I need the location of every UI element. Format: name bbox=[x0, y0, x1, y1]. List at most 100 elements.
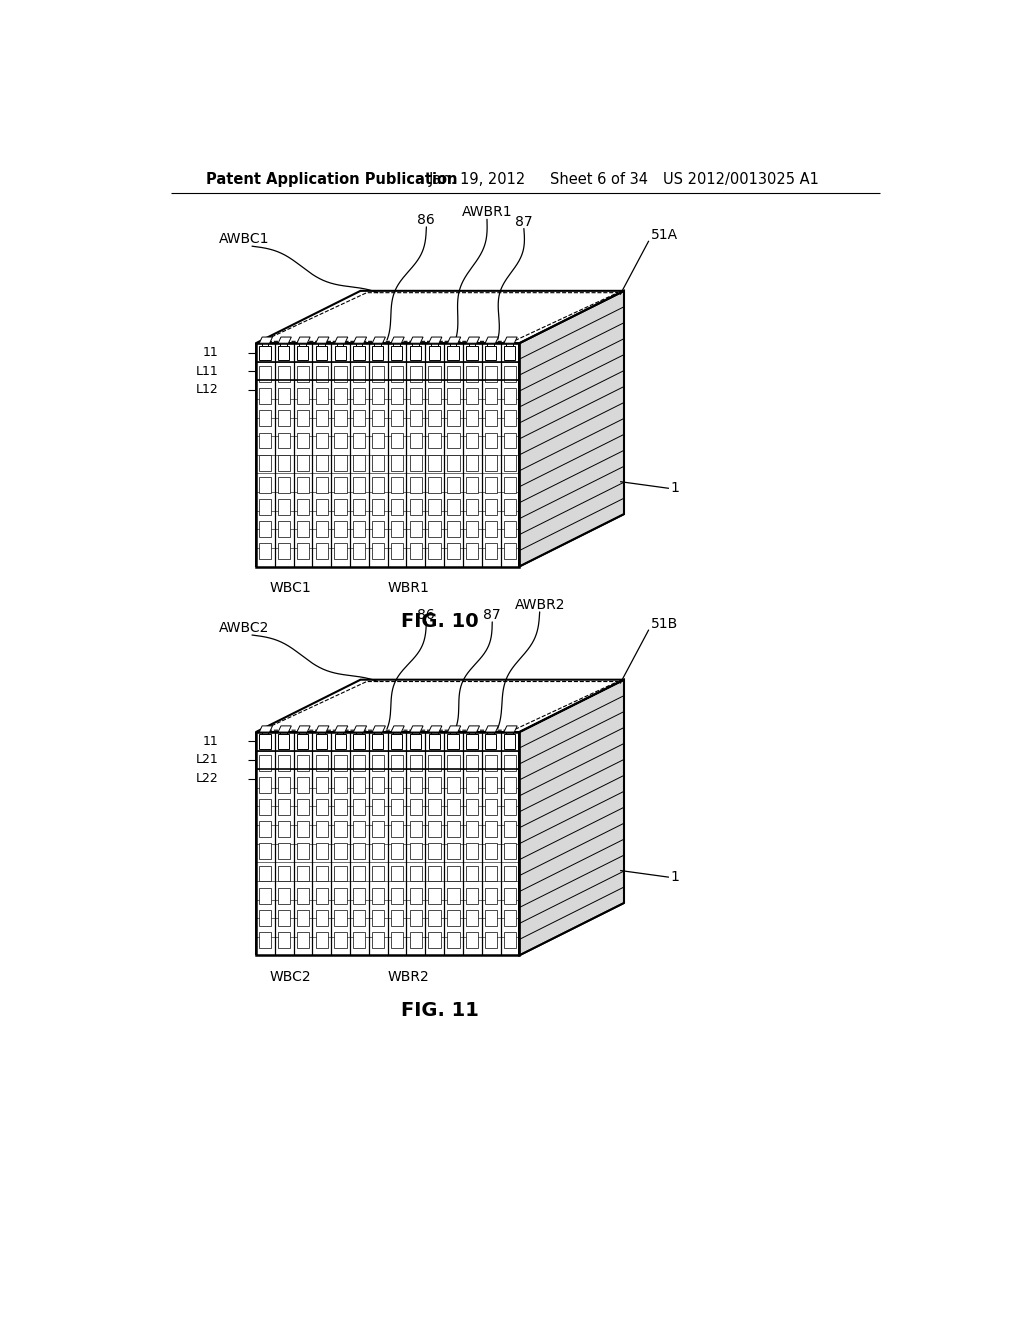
Bar bbox=[428, 388, 440, 404]
Bar bbox=[485, 388, 498, 404]
Bar bbox=[335, 521, 346, 537]
Bar bbox=[372, 866, 384, 882]
Polygon shape bbox=[353, 726, 367, 733]
Bar bbox=[504, 388, 516, 404]
Bar bbox=[410, 499, 422, 515]
Bar bbox=[335, 411, 346, 426]
Polygon shape bbox=[447, 726, 461, 733]
Text: WBC1: WBC1 bbox=[270, 581, 311, 595]
Bar bbox=[485, 411, 498, 426]
Bar bbox=[372, 346, 383, 360]
Polygon shape bbox=[256, 680, 624, 733]
Polygon shape bbox=[279, 337, 291, 343]
Bar bbox=[372, 499, 384, 515]
Bar bbox=[428, 932, 440, 948]
Bar bbox=[410, 843, 422, 859]
Polygon shape bbox=[372, 337, 385, 343]
Bar bbox=[410, 821, 422, 837]
Bar bbox=[353, 887, 366, 903]
Bar bbox=[297, 932, 309, 948]
Bar bbox=[315, 433, 328, 449]
Polygon shape bbox=[485, 337, 499, 343]
Bar bbox=[504, 477, 516, 492]
Bar bbox=[353, 843, 366, 859]
Text: AWBR2: AWBR2 bbox=[514, 598, 565, 612]
Text: WBC2: WBC2 bbox=[270, 970, 311, 983]
Bar bbox=[485, 821, 498, 837]
Bar bbox=[315, 477, 328, 492]
Bar bbox=[259, 411, 271, 426]
Bar bbox=[504, 887, 516, 903]
Bar bbox=[428, 843, 440, 859]
Bar bbox=[410, 734, 421, 748]
Bar bbox=[335, 346, 346, 360]
Bar bbox=[428, 454, 440, 470]
Bar bbox=[278, 367, 290, 383]
Bar bbox=[278, 777, 290, 793]
Bar bbox=[485, 843, 498, 859]
Bar bbox=[506, 339, 513, 346]
Bar bbox=[447, 821, 460, 837]
Bar bbox=[466, 367, 478, 383]
Polygon shape bbox=[504, 726, 517, 733]
Bar bbox=[412, 729, 419, 734]
Bar bbox=[259, 887, 271, 903]
Bar bbox=[353, 521, 366, 537]
Bar bbox=[372, 521, 384, 537]
Text: WBR2: WBR2 bbox=[388, 970, 430, 983]
Polygon shape bbox=[391, 337, 404, 343]
Bar bbox=[297, 433, 309, 449]
Text: Jan. 19, 2012: Jan. 19, 2012 bbox=[429, 172, 526, 186]
Bar bbox=[410, 866, 422, 882]
Bar bbox=[299, 729, 306, 734]
Bar bbox=[297, 411, 309, 426]
Bar bbox=[335, 866, 346, 882]
Bar bbox=[410, 777, 422, 793]
Bar bbox=[259, 521, 271, 537]
Bar bbox=[335, 821, 346, 837]
Bar bbox=[485, 909, 498, 925]
Bar bbox=[506, 729, 513, 734]
Bar bbox=[297, 843, 309, 859]
Bar bbox=[353, 499, 366, 515]
Bar bbox=[410, 411, 422, 426]
Bar bbox=[337, 729, 343, 734]
Bar bbox=[504, 346, 515, 360]
Bar bbox=[297, 734, 308, 748]
Bar bbox=[485, 521, 498, 537]
Polygon shape bbox=[315, 726, 329, 733]
Bar bbox=[353, 909, 366, 925]
Bar bbox=[485, 454, 498, 470]
Polygon shape bbox=[256, 290, 624, 343]
Bar bbox=[299, 339, 306, 346]
Bar bbox=[391, 887, 403, 903]
Bar bbox=[335, 777, 346, 793]
Bar bbox=[469, 339, 475, 346]
Bar bbox=[318, 729, 325, 734]
Bar bbox=[466, 887, 478, 903]
Bar bbox=[259, 543, 271, 558]
Bar bbox=[278, 887, 290, 903]
Bar bbox=[466, 866, 478, 882]
Bar bbox=[315, 866, 328, 882]
Bar bbox=[256, 733, 519, 956]
Bar bbox=[466, 411, 478, 426]
Text: L11: L11 bbox=[196, 364, 219, 378]
Polygon shape bbox=[259, 337, 272, 343]
Bar bbox=[428, 433, 440, 449]
Text: 87: 87 bbox=[483, 609, 501, 622]
Bar bbox=[315, 346, 327, 360]
Bar bbox=[504, 932, 516, 948]
Bar bbox=[375, 729, 381, 734]
Bar bbox=[297, 755, 309, 771]
Bar bbox=[466, 543, 478, 558]
Bar bbox=[447, 454, 460, 470]
Bar bbox=[485, 734, 497, 748]
Bar bbox=[466, 477, 478, 492]
Bar bbox=[447, 433, 460, 449]
Bar bbox=[281, 729, 287, 734]
Bar bbox=[485, 932, 498, 948]
Bar bbox=[297, 499, 309, 515]
Bar bbox=[504, 411, 516, 426]
Bar bbox=[315, 800, 328, 816]
